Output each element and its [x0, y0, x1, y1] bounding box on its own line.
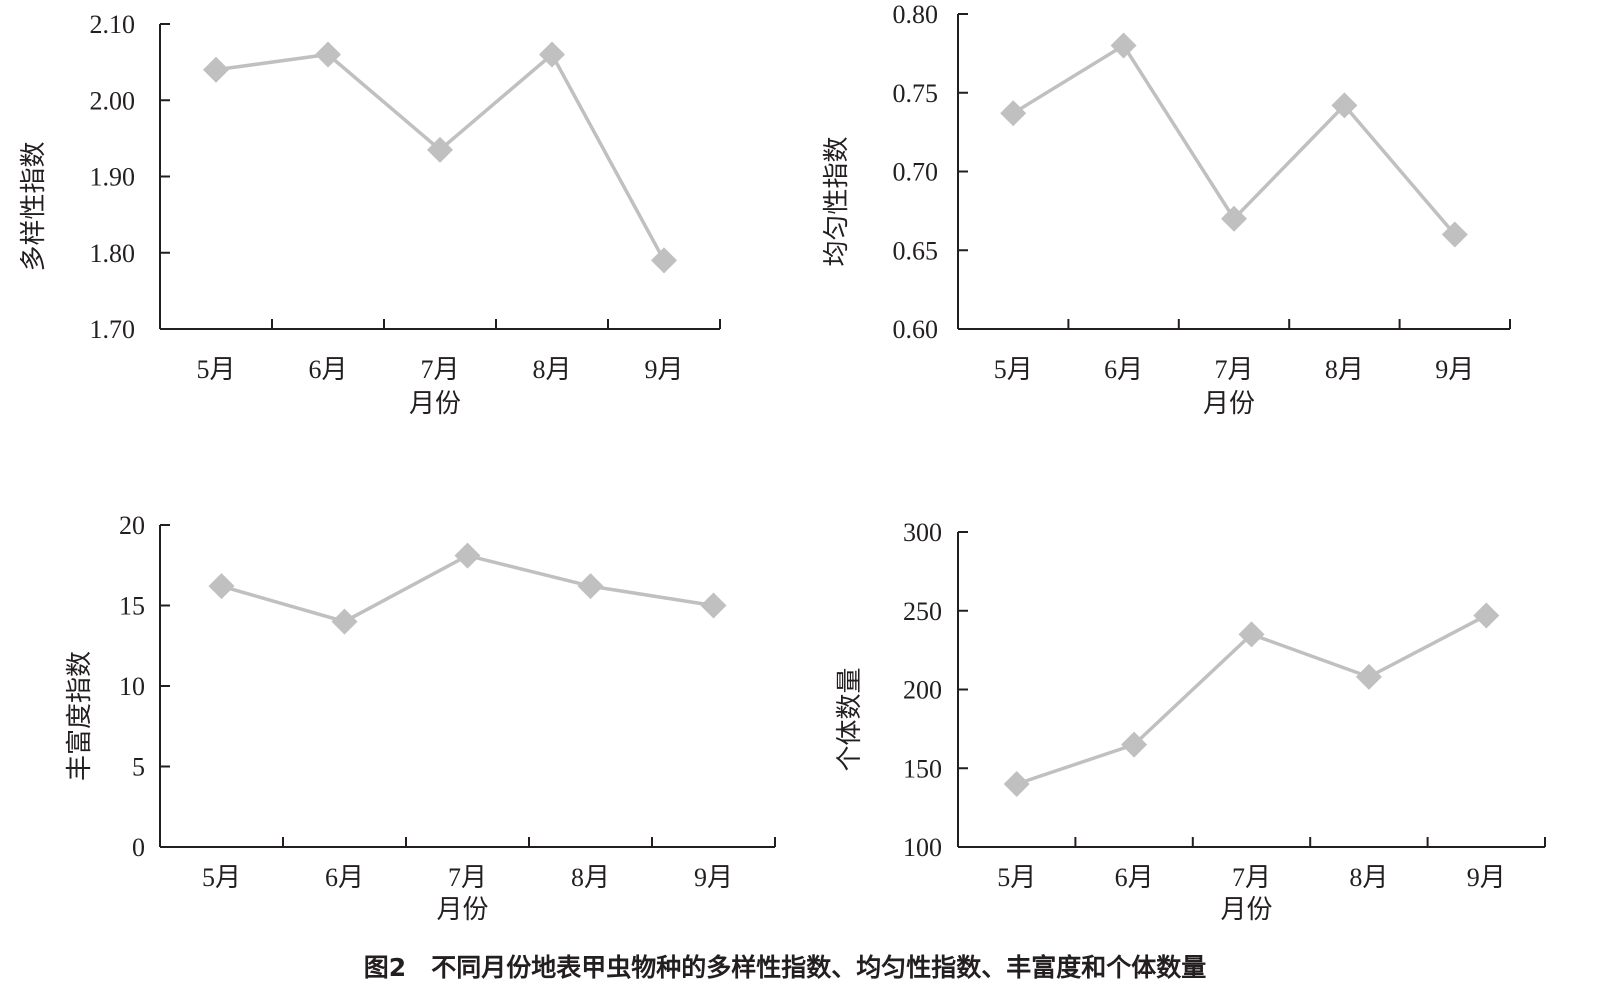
y-tick-label: 10: [119, 672, 145, 701]
data-point-marker: [208, 573, 235, 600]
x-tick-label: 5月: [997, 863, 1036, 892]
data-point-marker: [1121, 731, 1148, 758]
data-point-marker: [1441, 221, 1468, 248]
y-axis-title: 均匀性指数: [822, 136, 852, 266]
data-point-marker: [577, 573, 604, 600]
y-tick-label: 100: [903, 833, 942, 862]
x-tick-label: 7月: [1232, 863, 1271, 892]
data-point-marker: [1110, 32, 1137, 59]
x-tick-label: 6月: [308, 355, 347, 384]
y-tick-label: 150: [903, 754, 942, 783]
x-tick-label: 5月: [994, 355, 1033, 384]
data-point-marker: [1221, 205, 1247, 232]
figure-caption: 图2 不同月份地表甲虫物种的多样性指数、均匀性指数、丰富度和个体数量: [364, 953, 1206, 982]
y-tick-label: 2.00: [90, 86, 136, 115]
data-point-marker: [427, 136, 453, 163]
y-tick-label: 0.75: [893, 79, 939, 108]
y-axis-title: 多样性指数: [19, 141, 49, 271]
data-point-marker: [1003, 771, 1030, 797]
data-point-marker: [454, 542, 481, 569]
y-tick-label: 200: [903, 676, 942, 705]
data-point-marker: [1238, 621, 1265, 648]
x-axis-title: 月份: [409, 389, 461, 419]
data-point-marker: [331, 608, 358, 635]
y-tick-label: 20: [119, 511, 145, 540]
x-tick-label: 5月: [202, 863, 241, 892]
y-axis-title: 个体数量: [835, 667, 865, 771]
data-point-marker: [651, 247, 677, 274]
x-tick-label: 8月: [1349, 863, 1388, 892]
x-tick-label: 9月: [1467, 863, 1506, 892]
x-tick-label: 9月: [1435, 355, 1474, 384]
data-point-marker: [203, 56, 229, 83]
x-axis-title: 月份: [436, 895, 488, 925]
y-tick-label: 250: [903, 597, 942, 626]
data-point-marker: [539, 41, 565, 68]
y-tick-label: 0.70: [893, 158, 939, 187]
y-tick-label: 300: [903, 518, 942, 547]
data-point-marker: [1355, 663, 1382, 690]
x-tick-label: 6月: [1115, 863, 1154, 892]
x-tick-label: 6月: [1104, 355, 1143, 384]
y-tick-label: 1.70: [90, 315, 136, 344]
y-tick-label: 0.80: [893, 0, 939, 29]
data-point-marker: [1000, 100, 1027, 127]
data-point-marker: [315, 41, 341, 68]
x-axis-title: 月份: [1203, 389, 1255, 419]
x-tick-label: 7月: [448, 863, 487, 892]
y-tick-label: 2.10: [90, 10, 136, 39]
x-tick-label: 8月: [1325, 355, 1364, 384]
data-point-marker: [700, 592, 727, 619]
y-tick-label: 0.60: [893, 315, 939, 344]
y-tick-label: 15: [119, 592, 145, 621]
data-point-marker: [1473, 602, 1500, 629]
y-tick-label: 1.80: [90, 239, 136, 268]
x-tick-label: 8月: [571, 863, 610, 892]
y-tick-label: 0.65: [893, 236, 939, 265]
y-tick-label: 0: [132, 833, 145, 862]
x-tick-label: 7月: [420, 355, 459, 384]
x-tick-label: 9月: [644, 355, 683, 384]
x-tick-label: 8月: [532, 355, 571, 384]
data-point-marker: [1331, 92, 1358, 119]
x-axis-title: 月份: [1220, 895, 1272, 925]
x-tick-label: 6月: [325, 863, 364, 892]
x-tick-label: 5月: [196, 355, 235, 384]
y-tick-label: 1.90: [90, 163, 136, 192]
y-axis-title: 丰富度指数: [65, 651, 95, 781]
x-tick-label: 7月: [1214, 355, 1253, 384]
x-tick-label: 9月: [694, 863, 733, 892]
y-tick-label: 5: [132, 753, 145, 782]
